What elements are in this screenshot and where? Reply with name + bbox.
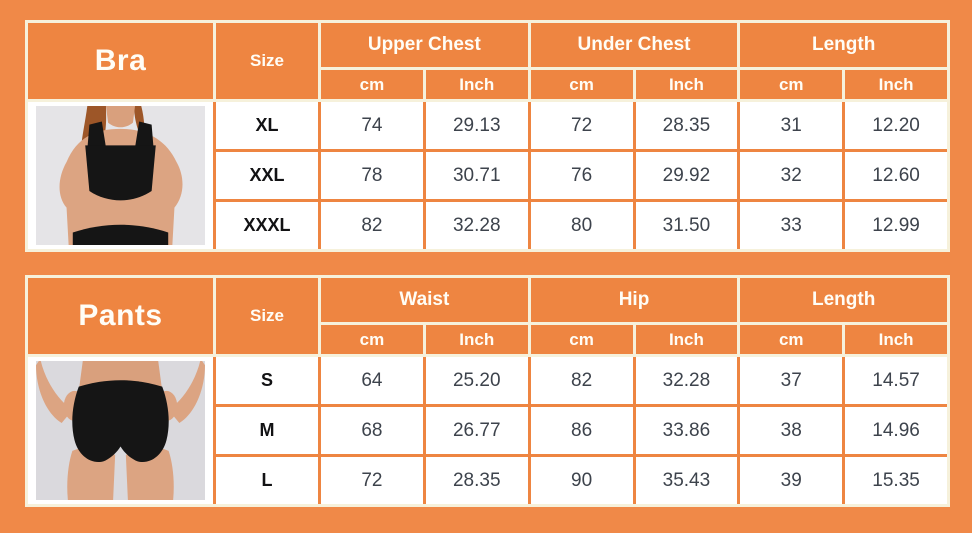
pants-s-waist-cm: 64 — [321, 357, 423, 404]
bra-xl-upper-chest-inch: 29.13 — [425, 102, 528, 149]
pants-row-m-size: M — [216, 407, 318, 454]
bra-photo-illustration — [36, 106, 205, 245]
pants-m-length-cm: 38 — [740, 407, 843, 454]
pants-m-hip-inch: 33.86 — [635, 407, 738, 454]
bra-row-xxl-size: XXL — [216, 152, 318, 199]
pants-size-table: Pants Size Waist Hip Length cm Inch cm I… — [25, 275, 950, 507]
pants-unit-hip-inch: Inch — [635, 325, 738, 354]
pants-l-length-cm: 39 — [740, 457, 843, 504]
pants-l-waist-inch: 28.35 — [425, 457, 528, 504]
bra-xxxl-length-cm: 33 — [740, 202, 843, 249]
pants-photo-illustration — [36, 361, 205, 500]
bra-xxxl-length-inch: 12.99 — [845, 202, 947, 249]
pants-s-length-inch: 14.57 — [845, 357, 947, 404]
bra-group-upper-chest: Upper Chest — [321, 23, 528, 67]
bra-unit-length-cm: cm — [740, 70, 843, 99]
bra-table-header: Bra Size Upper Chest Under Chest Length … — [28, 23, 947, 99]
bra-unit-upper-chest-inch: Inch — [425, 70, 528, 99]
pants-size-column-header: Size — [216, 278, 318, 354]
bra-unit-under-chest-cm: cm — [530, 70, 633, 99]
pants-m-length-inch: 14.96 — [845, 407, 947, 454]
bra-xl-under-chest-inch: 28.35 — [635, 102, 738, 149]
bra-unit-upper-chest-cm: cm — [321, 70, 423, 99]
bra-xxl-upper-chest-inch: 30.71 — [425, 152, 528, 199]
pants-unit-hip-cm: cm — [530, 325, 633, 354]
bra-unit-length-inch: Inch — [845, 70, 947, 99]
bra-xl-under-chest-cm: 72 — [530, 102, 633, 149]
pants-table-title: Pants — [28, 278, 213, 354]
pants-l-length-inch: 15.35 — [845, 457, 947, 504]
bra-size-table: Bra Size Upper Chest Under Chest Length … — [25, 20, 950, 252]
pants-s-hip-inch: 32.28 — [635, 357, 738, 404]
pants-unit-length-inch: Inch — [845, 325, 947, 354]
bra-group-under-chest: Under Chest — [530, 23, 738, 67]
pants-l-waist-cm: 72 — [321, 457, 423, 504]
bra-xxl-length-cm: 32 — [740, 152, 843, 199]
bra-xxxl-under-chest-inch: 31.50 — [635, 202, 738, 249]
bra-table-body: XL 74 29.13 72 28.35 31 12.20 XXL 78 30.… — [28, 102, 947, 249]
bra-xxl-under-chest-inch: 29.92 — [635, 152, 738, 199]
bra-unit-under-chest-inch: Inch — [635, 70, 738, 99]
pants-row-l-size: L — [216, 457, 318, 504]
pants-unit-waist-inch: Inch — [425, 325, 528, 354]
pants-m-hip-cm: 86 — [530, 407, 633, 454]
pants-table-header: Pants Size Waist Hip Length cm Inch cm I… — [28, 278, 947, 354]
bra-xl-upper-chest-cm: 74 — [321, 102, 423, 149]
pants-group-length: Length — [740, 278, 947, 322]
bra-row-xxxl-size: XXXL — [216, 202, 318, 249]
pants-unit-waist-cm: cm — [321, 325, 423, 354]
bra-xxxl-under-chest-cm: 80 — [530, 202, 633, 249]
bra-xxl-under-chest-cm: 76 — [530, 152, 633, 199]
bra-size-column-header: Size — [216, 23, 318, 99]
bra-group-length: Length — [740, 23, 947, 67]
pants-l-hip-inch: 35.43 — [635, 457, 738, 504]
pants-row-s-size: S — [216, 357, 318, 404]
bra-product-photo — [28, 102, 213, 249]
pants-s-length-cm: 37 — [740, 357, 843, 404]
pants-group-waist: Waist — [321, 278, 528, 322]
bra-xxxl-upper-chest-inch: 32.28 — [425, 202, 528, 249]
pants-m-waist-cm: 68 — [321, 407, 423, 454]
pants-unit-length-cm: cm — [740, 325, 843, 354]
bra-table-title: Bra — [28, 23, 213, 99]
pants-product-photo — [28, 357, 213, 504]
bra-xl-length-inch: 12.20 — [845, 102, 947, 149]
pants-l-hip-cm: 90 — [530, 457, 633, 504]
pants-m-waist-inch: 26.77 — [425, 407, 528, 454]
bra-xl-length-cm: 31 — [740, 102, 843, 149]
pants-s-waist-inch: 25.20 — [425, 357, 528, 404]
bra-xxl-upper-chest-cm: 78 — [321, 152, 423, 199]
bra-row-xl-size: XL — [216, 102, 318, 149]
pants-table-body: S 64 25.20 82 32.28 37 14.57 M 68 26.77 … — [28, 357, 947, 504]
bra-xxxl-upper-chest-cm: 82 — [321, 202, 423, 249]
bra-xxl-length-inch: 12.60 — [845, 152, 947, 199]
pants-s-hip-cm: 82 — [530, 357, 633, 404]
pants-group-hip: Hip — [530, 278, 738, 322]
